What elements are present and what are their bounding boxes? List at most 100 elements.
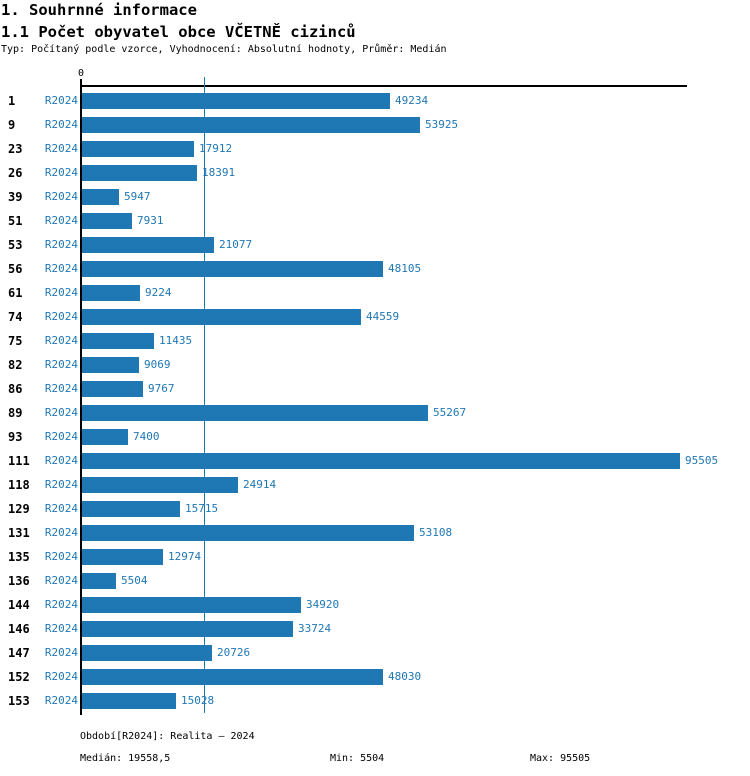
series-label: R2024	[44, 238, 78, 251]
row-id-label: 9	[8, 118, 16, 132]
value-bar	[82, 189, 119, 205]
series-label: R2024	[44, 478, 78, 491]
chart-title: 1.1 Počet obyvatel obce VČETNĚ cizinců	[1, 23, 356, 41]
value-bar	[82, 357, 139, 373]
value-bar	[82, 237, 214, 253]
value-bar	[82, 453, 680, 469]
value-label: 18391	[202, 166, 236, 179]
table-row: 129 R2024 15715	[0, 497, 750, 521]
value-label: 9069	[144, 358, 171, 371]
value-label: 48105	[388, 262, 422, 275]
row-id-label: 51	[8, 214, 23, 228]
row-id-label: 89	[8, 406, 23, 420]
row-id-label: 86	[8, 382, 23, 396]
axis-zero-tick	[80, 79, 82, 85]
value-label: 21077	[219, 238, 253, 251]
table-row: 23 R2024 17912	[0, 137, 750, 161]
table-row: 153 R2024 15028	[0, 689, 750, 713]
table-row: 144 R2024 34920	[0, 593, 750, 617]
series-label: R2024	[44, 598, 78, 611]
value-bar	[82, 549, 163, 565]
value-label: 20726	[217, 646, 251, 659]
row-id-label: 39	[8, 190, 23, 204]
table-row: 146 R2024 33724	[0, 617, 750, 641]
value-label: 15028	[181, 694, 215, 707]
value-label: 49234	[395, 94, 429, 107]
table-row: 51 R2024 7931	[0, 209, 750, 233]
table-row: 111 R2024 95505	[0, 449, 750, 473]
value-bar	[82, 285, 140, 301]
table-row: 39 R2024 5947	[0, 185, 750, 209]
row-id-label: 118	[8, 478, 30, 492]
row-id-label: 153	[8, 694, 30, 708]
value-bar	[82, 405, 428, 421]
section-title: 1. Souhrnné informace	[1, 1, 197, 19]
chart-subtitle: Typ: Počítaný podle vzorce, Vyhodnocení:…	[1, 44, 447, 55]
row-id-label: 1	[8, 94, 16, 108]
value-bar	[82, 165, 197, 181]
series-label: R2024	[44, 334, 78, 347]
value-label: 53925	[425, 118, 459, 131]
row-id-label: 146	[8, 622, 30, 636]
median-line	[204, 77, 205, 713]
series-label: R2024	[44, 646, 78, 659]
series-label: R2024	[44, 454, 78, 467]
value-label: 7400	[133, 430, 160, 443]
value-bar	[82, 141, 194, 157]
row-id-label: 82	[8, 358, 23, 372]
series-label: R2024	[44, 382, 78, 395]
footer-min: Min: 5504	[330, 753, 385, 764]
series-label: R2024	[44, 118, 78, 131]
value-label: 5947	[124, 190, 151, 203]
value-label: 48030	[388, 670, 422, 683]
value-bar	[82, 669, 383, 685]
table-row: 135 R2024 12974	[0, 545, 750, 569]
value-bar	[82, 693, 176, 709]
series-label: R2024	[44, 430, 78, 443]
value-bar	[82, 597, 301, 613]
series-label: R2024	[44, 694, 78, 707]
series-label: R2024	[44, 262, 78, 275]
row-id-label: 61	[8, 286, 23, 300]
table-row: 56 R2024 48105	[0, 257, 750, 281]
value-bar	[82, 381, 143, 397]
table-row: 75 R2024 11435	[0, 329, 750, 353]
row-id-label: 26	[8, 166, 23, 180]
axis-zero-label: 0	[77, 68, 85, 79]
row-id-label: 144	[8, 598, 30, 612]
value-label: 9767	[148, 382, 175, 395]
table-row: 74 R2024 44559	[0, 305, 750, 329]
table-row: 147 R2024 20726	[0, 641, 750, 665]
table-row: 9 R2024 53925	[0, 113, 750, 137]
table-row: 82 R2024 9069	[0, 353, 750, 377]
row-id-label: 131	[8, 526, 30, 540]
table-row: 136 R2024 5504	[0, 569, 750, 593]
row-id-label: 56	[8, 262, 23, 276]
value-bar	[82, 261, 383, 277]
value-label: 7931	[137, 214, 164, 227]
value-bar	[82, 429, 128, 445]
series-label: R2024	[44, 310, 78, 323]
value-bar	[82, 621, 293, 637]
value-label: 5504	[121, 574, 148, 587]
value-label: 53108	[419, 526, 453, 539]
value-bar	[82, 213, 132, 229]
value-label: 55267	[433, 406, 467, 419]
value-bar	[82, 93, 390, 109]
value-label: 9224	[145, 286, 172, 299]
row-id-label: 136	[8, 574, 30, 588]
row-id-label: 135	[8, 550, 30, 564]
footer-median: Medián: 19558,5	[80, 753, 171, 764]
value-label: 11435	[159, 334, 193, 347]
value-label: 33724	[298, 622, 332, 635]
table-row: 86 R2024 9767	[0, 377, 750, 401]
table-row: 131 R2024 53108	[0, 521, 750, 545]
series-label: R2024	[44, 622, 78, 635]
value-label: 34920	[306, 598, 340, 611]
value-bar	[82, 573, 116, 589]
series-label: R2024	[44, 502, 78, 515]
value-label: 24914	[243, 478, 277, 491]
table-row: 1 R2024 49234	[0, 89, 750, 113]
row-id-label: 23	[8, 142, 23, 156]
